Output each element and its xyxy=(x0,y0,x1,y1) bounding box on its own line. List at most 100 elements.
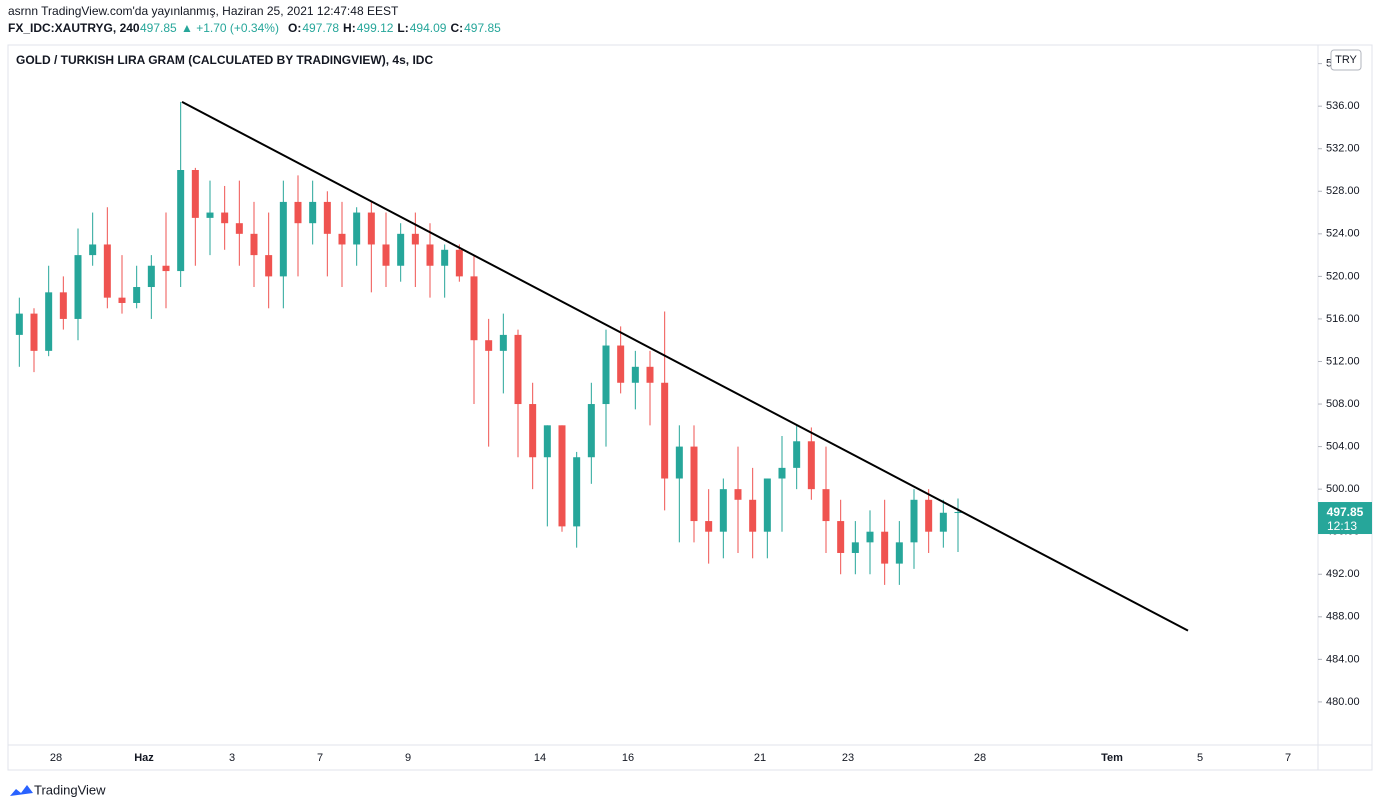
y-tick-label: 480.00 xyxy=(1326,696,1360,708)
candle-body xyxy=(294,201,302,224)
y-tick-label: 532.00 xyxy=(1326,143,1360,155)
candle-body xyxy=(617,345,625,383)
candle-body xyxy=(719,489,727,532)
candle-body xyxy=(925,499,933,532)
candle-body xyxy=(74,255,82,319)
last: 497.85 xyxy=(140,21,177,35)
candle-body xyxy=(382,244,390,266)
currency: TRY xyxy=(1335,54,1357,66)
candle-body xyxy=(661,382,669,479)
candle-body xyxy=(763,478,771,532)
candle-body xyxy=(470,276,478,341)
candle-body xyxy=(103,244,111,298)
candle-body xyxy=(675,446,683,479)
candle-body xyxy=(646,366,654,383)
candle-body xyxy=(690,446,698,522)
x-tick-label: Tem xyxy=(1101,752,1123,764)
x-tick-label: 9 xyxy=(405,752,411,764)
x-tick-label: 3 xyxy=(229,752,235,764)
candle-body xyxy=(15,313,23,335)
ohlc-label: L: xyxy=(397,21,408,35)
candle-body xyxy=(543,425,551,458)
candle-body xyxy=(954,512,962,514)
ohlc-value: 497.78 xyxy=(302,21,339,35)
y-tick-label: 500.00 xyxy=(1326,483,1360,495)
last-price-label: 497.85 xyxy=(1327,505,1364,519)
symbol: FX_IDC:XAUTRYG, 240 xyxy=(8,21,140,35)
candle-body xyxy=(602,345,610,405)
brand: TradingView xyxy=(34,782,106,797)
y-tick-label: 492.00 xyxy=(1326,568,1360,580)
x-tick-label: 7 xyxy=(1285,752,1291,764)
x-tick-label: 14 xyxy=(534,752,546,764)
candle-body xyxy=(250,233,258,256)
candle-body xyxy=(45,292,53,351)
candle-body xyxy=(367,212,375,245)
ohlc-value: 497.85 xyxy=(464,21,501,35)
frame xyxy=(7,44,1373,771)
candle-body xyxy=(89,244,97,256)
chart-title: GOLD / TURKISH LIRA GRAM (CALCULATED BY … xyxy=(16,53,433,67)
candle-body xyxy=(279,201,287,277)
candle-body xyxy=(455,249,463,277)
currency-box xyxy=(1330,49,1362,71)
candle-body xyxy=(338,233,346,245)
candle-body xyxy=(133,287,141,303)
ohlc-label: C: xyxy=(450,21,463,35)
x-tick-label: 23 xyxy=(842,752,854,764)
y-tick-label: 536.00 xyxy=(1326,100,1360,112)
candle-body xyxy=(631,366,639,383)
candle-body xyxy=(309,201,317,224)
x-tick-label: 21 xyxy=(754,752,766,764)
trendline xyxy=(181,101,1189,632)
x-tick-label: 7 xyxy=(317,752,323,764)
ohlc-label: H: xyxy=(343,21,356,35)
countdown: 12:13 xyxy=(1327,519,1357,533)
candle-body xyxy=(807,441,815,490)
y-tick-label: 520.00 xyxy=(1326,270,1360,282)
candle-body xyxy=(221,212,229,224)
y-tick-label: 512.00 xyxy=(1326,355,1360,367)
y-tick-label: 508.00 xyxy=(1326,398,1360,410)
candle-body xyxy=(910,499,918,543)
y-tick-label: 528.00 xyxy=(1326,185,1360,197)
candle-body xyxy=(147,265,155,288)
candle-body xyxy=(895,542,903,564)
x-tick-label: 28 xyxy=(974,752,986,764)
change: ▲ +1.70 (+0.34%) xyxy=(181,21,279,35)
ohlc-value: 499.12 xyxy=(357,21,394,35)
candle-body xyxy=(705,521,713,532)
candle-body xyxy=(177,170,185,272)
candle-body xyxy=(191,170,199,218)
candle-body xyxy=(793,441,801,468)
candle-body xyxy=(822,489,830,522)
y-tick-label: 524.00 xyxy=(1326,228,1360,240)
candle-body xyxy=(866,531,874,543)
logo xyxy=(10,785,33,796)
ohlc-label: O: xyxy=(288,21,301,35)
y-tick-label: 484.00 xyxy=(1326,653,1360,665)
candle-body xyxy=(323,201,331,234)
candle-body xyxy=(529,404,537,458)
candle-body xyxy=(206,212,214,218)
candle-body xyxy=(59,292,67,319)
candle-body xyxy=(30,313,38,351)
candle-body xyxy=(441,249,449,266)
candle-body xyxy=(397,233,405,266)
candle-body xyxy=(235,223,243,234)
y-tick-label: 488.00 xyxy=(1326,611,1360,623)
ohlc-value: 494.09 xyxy=(410,21,447,35)
candle-body xyxy=(353,212,361,245)
last-price-box xyxy=(1318,502,1372,535)
candle-body xyxy=(485,340,493,351)
candle-body xyxy=(514,334,522,405)
candle-body xyxy=(749,499,757,532)
candle-body xyxy=(162,265,170,272)
candle-body xyxy=(851,542,859,553)
candle-body xyxy=(558,425,566,527)
candle-body xyxy=(939,512,947,532)
candle-body xyxy=(587,404,595,458)
candle-body xyxy=(118,297,126,303)
y-tick-label: 504.00 xyxy=(1326,441,1360,453)
